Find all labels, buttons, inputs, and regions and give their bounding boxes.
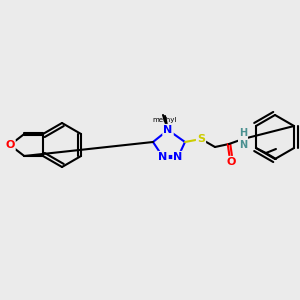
Text: N: N (158, 152, 168, 162)
Text: methyl: methyl (153, 117, 177, 123)
Text: N: N (173, 152, 183, 162)
Text: O: O (226, 157, 236, 167)
Text: O: O (5, 140, 15, 150)
Text: S: S (197, 134, 205, 144)
Text: H
N: H N (239, 128, 247, 150)
Text: N: N (164, 125, 172, 135)
